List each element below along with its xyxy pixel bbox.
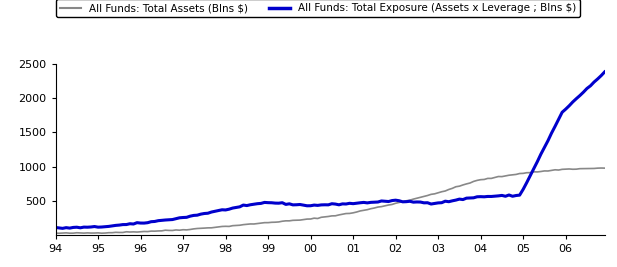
All Funds: Total Assets (Blns $): (126, 854): Total Assets (Blns $): (126, 854) [498,175,505,178]
All Funds: Total Assets (Blns $): (0, 26.5): Total Assets (Blns $): (0, 26.5) [52,231,59,235]
All Funds: Total Assets (Blns $): (40, 94.6): Total Assets (Blns $): (40, 94.6) [194,227,201,230]
All Funds: Total Assets (Blns $): (155, 978): Total Assets (Blns $): (155, 978) [601,167,608,170]
All Funds: Total Exposure (Assets x Leverage ; Blns $): (93, 494): Total Exposure (Assets x Leverage ; Blns… [381,200,389,203]
All Funds: Total Exposure (Assets x Leverage ; Blns $): (126, 578): Total Exposure (Assets x Leverage ; Blns… [498,194,505,197]
All Funds: Total Exposure (Assets x Leverage ; Blns $): (40, 289): Total Exposure (Assets x Leverage ; Blns… [194,214,201,217]
All Funds: Total Exposure (Assets x Leverage ; Blns $): (65, 447): Total Exposure (Assets x Leverage ; Blns… [282,203,289,206]
All Funds: Total Exposure (Assets x Leverage ; Blns $): (2, 96.6): Total Exposure (Assets x Leverage ; Blns… [59,227,66,230]
All Funds: Total Assets (Blns $): (59, 180): Total Assets (Blns $): (59, 180) [261,221,268,224]
All Funds: Total Assets (Blns $): (108, 617): Total Assets (Blns $): (108, 617) [434,191,442,194]
Line: All Funds: Total Exposure (Assets x Leverage ; Blns $): All Funds: Total Exposure (Assets x Leve… [56,72,605,228]
All Funds: Total Exposure (Assets x Leverage ; Blns $): (155, 2.39e+03): Total Exposure (Assets x Leverage ; Blns… [601,70,608,73]
All Funds: Total Exposure (Assets x Leverage ; Blns $): (59, 476): Total Exposure (Assets x Leverage ; Blns… [261,201,268,204]
Legend: All Funds: Total Assets (Blns $), All Funds: Total Exposure (Assets x Leverage ;: All Funds: Total Assets (Blns $), All Fu… [56,0,580,17]
All Funds: Total Assets (Blns $): (65, 207): Total Assets (Blns $): (65, 207) [282,219,289,222]
All Funds: Total Assets (Blns $): (154, 979): Total Assets (Blns $): (154, 979) [597,166,605,170]
Line: All Funds: Total Assets (Blns $): All Funds: Total Assets (Blns $) [56,168,605,233]
All Funds: Total Exposure (Assets x Leverage ; Blns $): (108, 469): Total Exposure (Assets x Leverage ; Blns… [434,201,442,205]
All Funds: Total Exposure (Assets x Leverage ; Blns $): (0, 109): Total Exposure (Assets x Leverage ; Blns… [52,226,59,229]
All Funds: Total Assets (Blns $): (1, 25): Total Assets (Blns $): (1, 25) [56,232,63,235]
All Funds: Total Assets (Blns $): (93, 427): Total Assets (Blns $): (93, 427) [381,204,389,207]
